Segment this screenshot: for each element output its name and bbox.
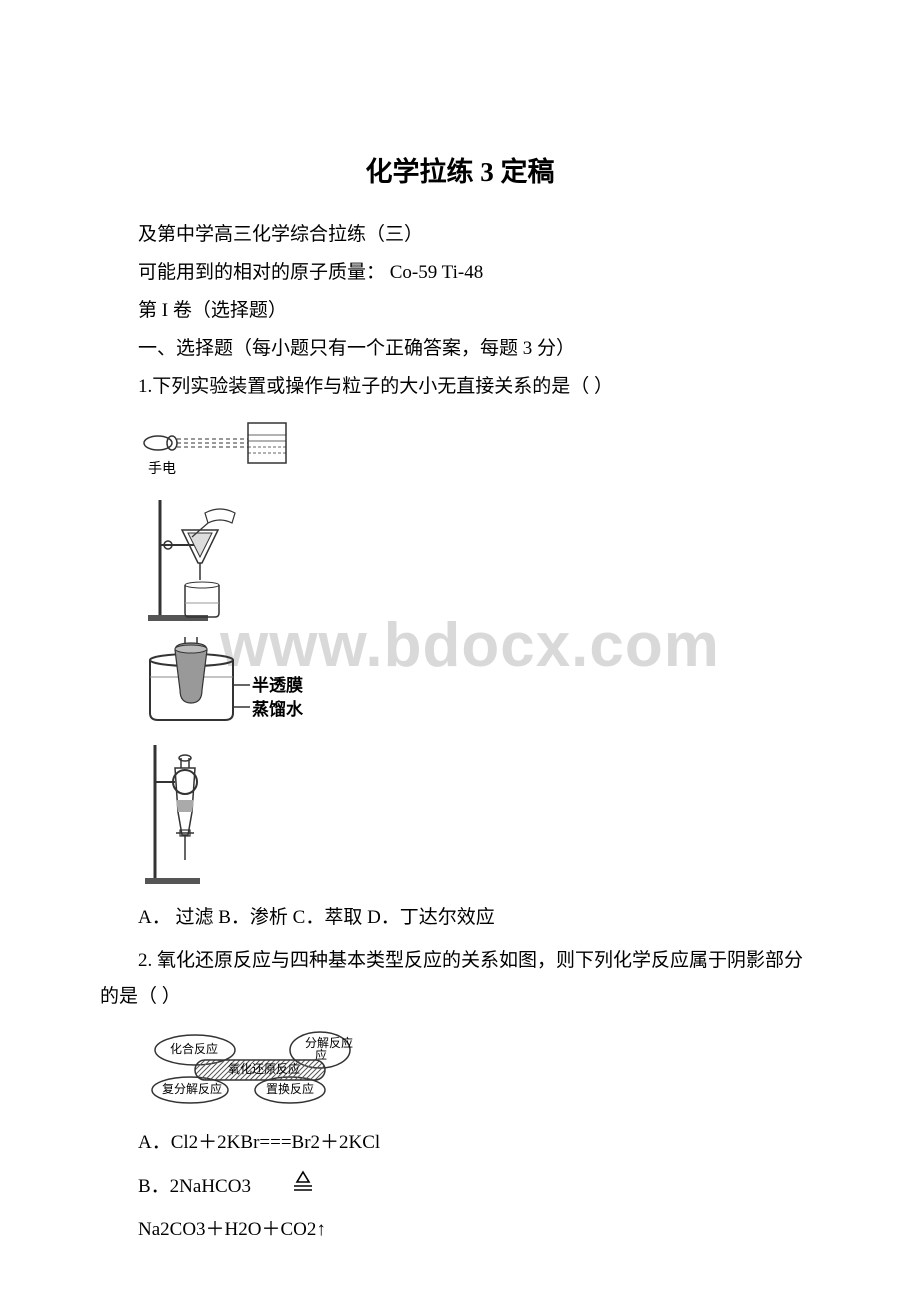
svg-text:化合反应: 化合反应 bbox=[170, 1041, 218, 1056]
svg-text:氧化还原反应: 氧化还原反应 bbox=[228, 1061, 300, 1076]
svg-text:复分解反应: 复分解反应 bbox=[162, 1081, 222, 1096]
question-1: 1.下列实验装置或操作与粒子的大小无直接关系的是（ ） bbox=[100, 369, 820, 405]
q1-options: A． 过滤 B．渗析 C．萃取 D．丁达尔效应 bbox=[100, 900, 820, 936]
diagram-extraction bbox=[140, 740, 820, 890]
instructions-line: 一、选择题（每小题只有一个正确答案，每题 3 分） bbox=[100, 331, 820, 367]
question-2-line2: 的是（ ） bbox=[100, 979, 820, 1015]
tyndall-label: 手电 bbox=[148, 461, 176, 477]
diagram-dialysis: 半透膜 蒸馏水 bbox=[140, 635, 820, 730]
question-2-line1: 2. 氧化还原反应与四种基本类型反应的关系如图，则下列化学反应属于阴影部分 bbox=[100, 943, 820, 979]
diagram-filtration bbox=[140, 495, 820, 625]
q2-option-b-products: Na2CO3＋H2O＋CO2↑ bbox=[100, 1212, 820, 1248]
school-line: 及第中学高三化学综合拉练（三） bbox=[100, 217, 820, 253]
document-content: 化学拉练 3 定稿 及第中学高三化学综合拉练（三） 可能用到的相对的原子质量： … bbox=[100, 150, 820, 1248]
svg-text:置换反应: 置换反应 bbox=[266, 1081, 314, 1096]
page-title: 化学拉练 3 定稿 bbox=[100, 150, 820, 189]
dialysis-label-1: 半透膜 bbox=[252, 675, 303, 695]
heat-equals-icon bbox=[253, 1169, 315, 1206]
diagram-tyndall: 手电 bbox=[140, 415, 820, 485]
svg-text:分解反应: 分解反应 bbox=[305, 1035, 353, 1050]
dialysis-label-2: 蒸馏水 bbox=[252, 699, 304, 719]
q2-option-a: A．Cl2＋2KBr===Br2＋2KCl bbox=[100, 1125, 820, 1161]
atomic-mass-line: 可能用到的相对的原子质量： Co-59 Ti-48 bbox=[100, 255, 820, 291]
section-line: 第 I 卷（选择题） bbox=[100, 293, 820, 329]
diagram-venn: 化合反应 分解反应 应 氧化还原反应 复分解反应 置换反应 bbox=[140, 1025, 820, 1115]
svg-text:应: 应 bbox=[315, 1047, 327, 1062]
optB-prefix: B．2NaHCO3 bbox=[138, 1176, 251, 1197]
q2-option-b: B．2NaHCO3 bbox=[100, 1169, 820, 1206]
